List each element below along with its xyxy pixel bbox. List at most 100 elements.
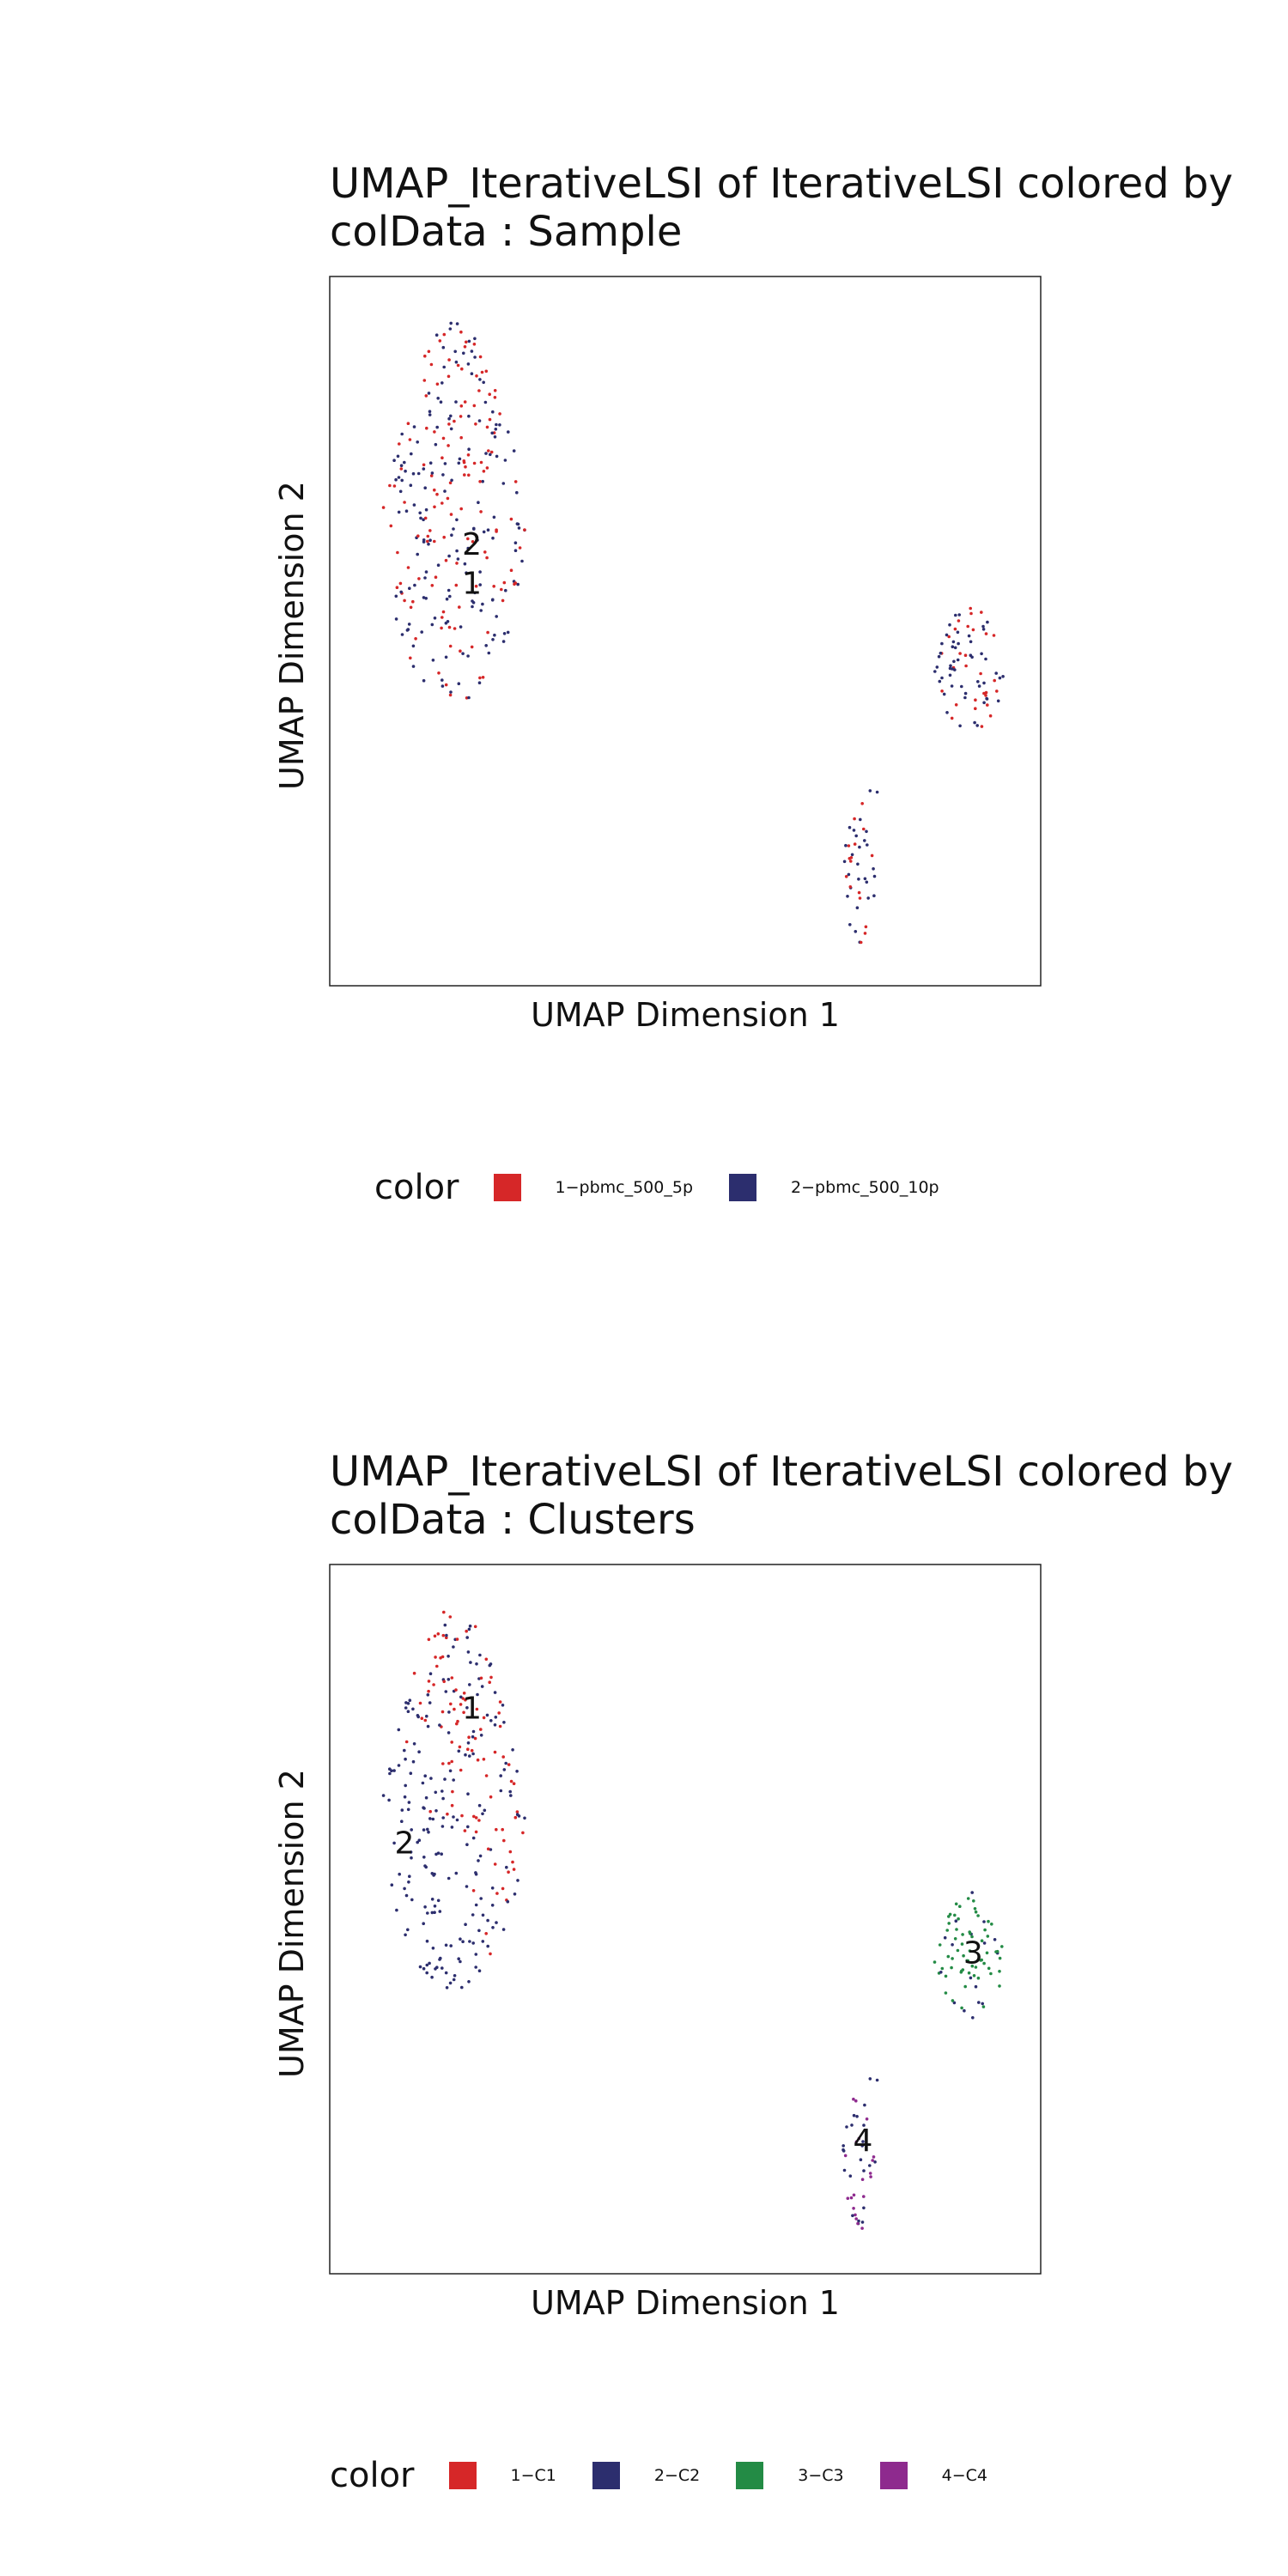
data-point xyxy=(486,1944,489,1948)
data-point xyxy=(498,1700,502,1704)
data-point xyxy=(479,609,483,612)
data-point xyxy=(474,1965,477,1969)
data-point xyxy=(409,1850,413,1854)
data-point xyxy=(462,460,466,465)
data-point xyxy=(455,1818,459,1822)
data-point xyxy=(479,1676,483,1680)
data-point xyxy=(847,872,851,877)
legend-item: 1−C1 xyxy=(448,2462,556,2489)
data-point xyxy=(981,628,986,631)
data-point xyxy=(854,834,858,838)
data-point xyxy=(457,461,461,465)
data-point xyxy=(466,654,470,658)
data-point xyxy=(951,1957,954,1960)
data-point xyxy=(523,1816,526,1820)
data-point xyxy=(488,392,491,397)
data-point xyxy=(441,1796,445,1801)
data-point xyxy=(493,435,497,439)
data-point xyxy=(854,2140,859,2144)
data-point xyxy=(944,1991,948,1995)
data-point xyxy=(397,510,401,514)
data-point xyxy=(464,1753,467,1757)
data-point xyxy=(484,1932,488,1935)
data-point xyxy=(413,583,416,587)
data-point xyxy=(513,541,518,544)
data-point xyxy=(982,1920,986,1923)
data-point xyxy=(509,568,513,572)
data-point xyxy=(435,1664,439,1668)
data-point xyxy=(425,426,428,430)
data-point xyxy=(863,2103,866,2107)
data-point xyxy=(459,435,463,440)
data-point xyxy=(454,360,459,364)
data-point xyxy=(416,440,420,444)
data-point xyxy=(474,1953,478,1956)
data-point xyxy=(436,1851,440,1855)
data-point xyxy=(406,1807,410,1812)
data-point xyxy=(982,681,986,685)
data-point xyxy=(860,802,864,805)
data-point xyxy=(857,2136,861,2141)
data-point xyxy=(1001,675,1005,678)
data-point xyxy=(969,1931,972,1935)
data-point xyxy=(381,506,386,509)
data-point xyxy=(480,370,484,374)
data-point xyxy=(467,1627,471,1631)
data-point xyxy=(965,1959,969,1963)
data-point xyxy=(972,1899,975,1903)
data-point xyxy=(439,400,443,404)
data-point xyxy=(842,860,847,864)
data-point xyxy=(956,630,960,635)
data-point xyxy=(463,473,466,477)
data-point xyxy=(489,453,492,457)
data-point xyxy=(949,664,952,668)
data-point xyxy=(454,1871,459,1875)
data-point xyxy=(870,854,874,858)
data-point xyxy=(977,684,981,688)
data-point xyxy=(493,1691,497,1694)
data-point xyxy=(439,1656,442,1660)
data-point xyxy=(398,489,403,494)
data-point xyxy=(422,1807,426,1810)
data-point xyxy=(984,632,988,635)
data-point xyxy=(433,1911,436,1914)
data-point xyxy=(459,649,462,653)
data-point xyxy=(986,620,989,624)
data-point xyxy=(971,628,975,632)
data-point xyxy=(477,1929,481,1933)
data-point xyxy=(470,372,474,376)
data-point xyxy=(399,590,404,594)
data-point xyxy=(982,701,986,705)
data-point xyxy=(437,671,440,675)
data-point xyxy=(866,896,870,900)
data-point xyxy=(495,1892,499,1895)
data-point xyxy=(963,653,968,657)
data-point xyxy=(935,665,939,669)
data-point xyxy=(490,431,494,435)
data-point xyxy=(852,2097,855,2101)
data-point xyxy=(447,422,451,426)
data-point xyxy=(397,1728,401,1732)
data-point xyxy=(444,1971,448,1975)
data-point xyxy=(427,392,431,395)
data-point xyxy=(403,1886,406,1891)
data-point xyxy=(504,1761,507,1765)
data-point xyxy=(455,562,459,565)
data-point xyxy=(448,1981,453,1985)
data-point xyxy=(848,923,852,927)
data-point xyxy=(475,1662,478,1666)
data-point xyxy=(947,1915,951,1918)
data-point xyxy=(856,2221,860,2226)
data-point xyxy=(996,699,1000,703)
data-point xyxy=(951,667,954,671)
data-point xyxy=(416,534,420,538)
plot-frame xyxy=(329,276,1042,987)
data-point xyxy=(864,925,868,929)
data-point xyxy=(852,2113,856,2117)
data-point xyxy=(859,2158,863,2161)
data-point xyxy=(974,1984,978,1989)
data-point xyxy=(454,583,459,587)
data-point xyxy=(451,1789,454,1794)
data-point xyxy=(408,1698,412,1702)
data-point xyxy=(422,467,426,471)
